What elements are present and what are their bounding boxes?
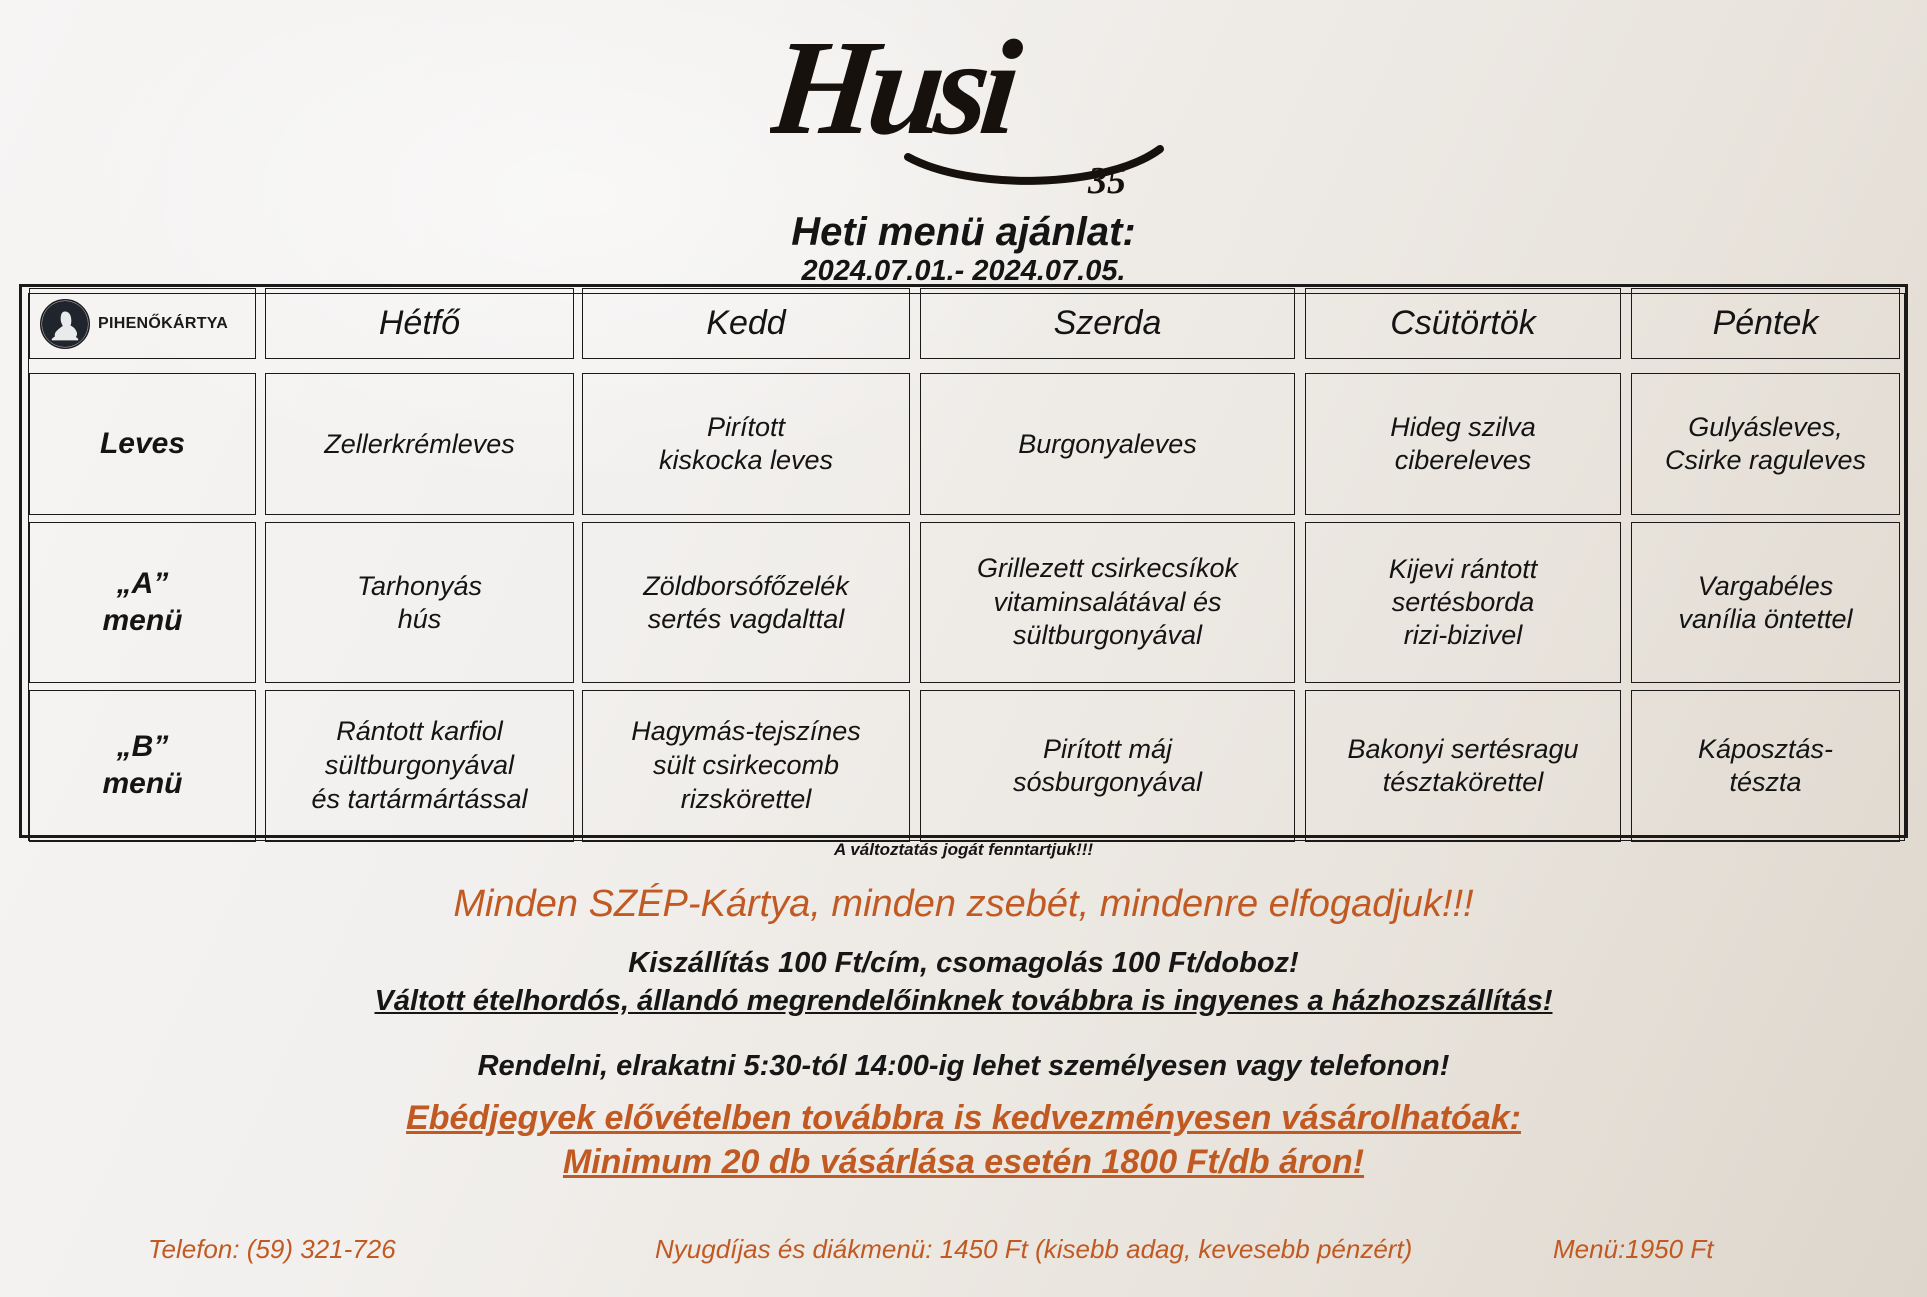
svg-text:Husi: Husi [770, 12, 1027, 163]
svg-text:35: 35 [1087, 160, 1126, 195]
